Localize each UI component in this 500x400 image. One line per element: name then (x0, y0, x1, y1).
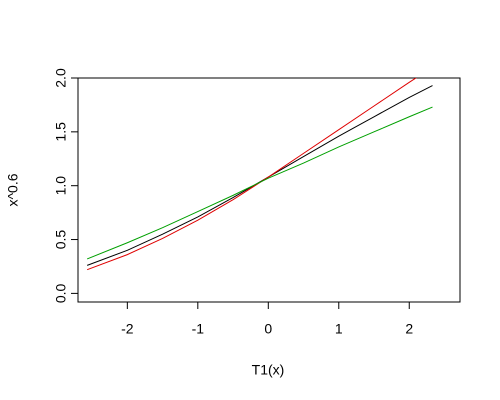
x-tick-label: 2 (405, 321, 413, 337)
series-line (86, 85, 433, 266)
y-tick-label: 0.5 (53, 230, 69, 250)
series-line (86, 78, 417, 271)
y-axis-label: x^0.6 (5, 173, 21, 206)
y-tick-label: 2.0 (53, 68, 69, 88)
x-tick-label: 1 (335, 321, 343, 337)
y-tick-label: 1.5 (53, 122, 69, 142)
x-axis-label: T1(x) (252, 362, 285, 378)
plot-area (86, 78, 433, 271)
x-tick-label: -1 (192, 321, 205, 337)
plot-frame (77, 77, 461, 303)
series-line (86, 106, 433, 260)
x-tick-label: -2 (121, 321, 134, 337)
x-tick-label: 0 (264, 321, 272, 337)
y-tick-label: 0.0 (53, 283, 69, 303)
y-tick-label: 1.0 (53, 176, 69, 196)
